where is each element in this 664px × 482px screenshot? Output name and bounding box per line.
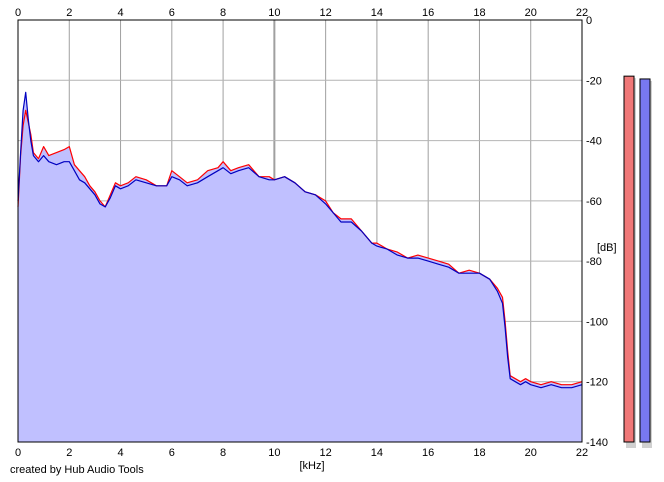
y-tick-labels: 0 -20 -40 -60 -80 -100 -120 -140 <box>586 15 608 449</box>
x-tick-bottom-16: 16 <box>422 447 434 459</box>
x-tick-bottom-22: 22 <box>576 447 588 459</box>
x-tick-top-16: 16 <box>422 7 434 19</box>
series-line-1 <box>17 91 583 389</box>
x-tick-top-20: 20 <box>525 7 537 19</box>
x-tick-bottom-0: 0 <box>15 447 21 459</box>
y-tick-minus-140: -140 <box>586 437 608 449</box>
x-tick-bottom-14: 14 <box>371 447 383 459</box>
spectrum-series-lines <box>17 91 583 389</box>
x-tick-bottom-18: 18 <box>473 447 485 459</box>
spectrum-area <box>18 92 582 443</box>
level-meter-left <box>623 75 635 443</box>
x-tick-bottom-2: 2 <box>66 447 72 459</box>
level-meters <box>623 75 652 449</box>
x-tick-bottom-12: 12 <box>320 447 332 459</box>
x-tick-bottom-10: 10 <box>268 447 280 459</box>
x-tick-top-18: 18 <box>473 7 485 19</box>
x-tick-top-22: 22 <box>576 7 588 19</box>
y-tick-minus-100: -100 <box>586 316 608 328</box>
y-tick-minus-40: -40 <box>586 136 602 148</box>
x-tick-top-6: 6 <box>169 7 175 19</box>
level-meter-right <box>639 78 651 443</box>
x-tick-bottom-20: 20 <box>525 447 537 459</box>
x-tick-labels-bottom: 0 2 4 6 8 10 12 14 16 18 20 22 <box>15 447 588 459</box>
x-tick-top-14: 14 <box>371 7 383 19</box>
y-axis-unit-label: [dB] <box>597 242 617 254</box>
y-tick-minus-120: -120 <box>586 377 608 389</box>
x-tick-labels-top: 0 2 4 6 8 10 12 14 16 18 20 22 <box>15 7 588 19</box>
x-axis-unit-label: [kHz] <box>299 460 324 472</box>
x-tick-bottom-4: 4 <box>117 447 123 459</box>
plot-frame <box>17 19 583 443</box>
spectrum-fill-area <box>18 92 582 443</box>
x-tick-bottom-6: 6 <box>169 447 175 459</box>
y-tick-minus-20: -20 <box>586 75 602 87</box>
x-tick-top-2: 2 <box>66 7 72 19</box>
x-tick-top-4: 4 <box>117 7 123 19</box>
x-tick-top-10: 10 <box>268 7 280 19</box>
y-tick-minus-80: -80 <box>586 256 602 268</box>
y-tick-0: 0 <box>586 15 592 27</box>
x-tick-top-0: 0 <box>15 7 21 19</box>
credit-text: created by Hub Audio Tools <box>10 464 144 476</box>
x-tick-top-8: 8 <box>220 7 226 19</box>
x-tick-top-12: 12 <box>320 7 332 19</box>
y-tick-minus-60: -60 <box>586 196 602 208</box>
x-tick-bottom-8: 8 <box>220 447 226 459</box>
